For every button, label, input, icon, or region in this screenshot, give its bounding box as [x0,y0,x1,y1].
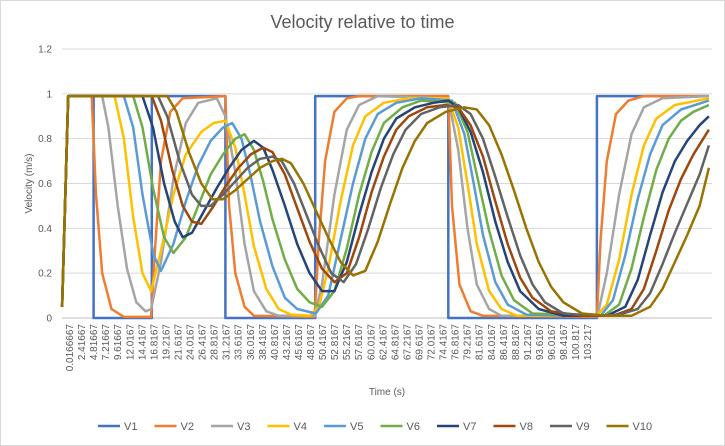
x-tick-label: 12.0167 [125,324,136,361]
x-tick-label: 96.0167 [547,324,558,361]
series-line-v7 [60,94,710,318]
x-tick-label: 57.6167 [354,324,365,361]
x-tick-label: 86.4167 [499,324,510,361]
y-tick-label: 0 [46,314,52,325]
legend-label: V7 [463,421,476,433]
x-tick-label: 31.2167 [222,324,233,361]
x-tick-label: 21.6167 [173,324,184,361]
legend: V1 V2 V3 V4 V5 V6 V7 V8 V9 V10 [98,421,652,433]
legend-label: V9 [576,421,589,433]
x-tick-label: 7.21667 [101,324,112,361]
x-tick-labels: 0.0166667 2.41667 4.81667 7.21667 9.61667 12.… [65,324,594,372]
x-tick-label: 40.8167 [270,324,281,361]
x-axis-title: Time (s) [369,387,405,398]
x-tick-label: 88.8167 [511,324,522,361]
x-tick-label: 36.0167 [246,324,257,361]
x-tick-label: 28.8167 [210,324,221,361]
y-tick-label: 0.6 [38,179,52,190]
y-axis-title: Velocity (m/s) [24,153,35,213]
legend-label: V5 [350,421,363,433]
x-tick-label: 4.81667 [89,324,100,361]
x-tick-label: 38.4167 [258,324,269,361]
x-tick-label: 50.4167 [318,324,329,361]
x-tick-label: 103.217 [583,324,594,361]
series-line-v4 [60,94,710,318]
x-tick-label: 64.8167 [390,324,401,361]
x-tick-label: 19.2167 [161,324,172,361]
x-tick-label: 48.0167 [306,324,317,361]
x-tick-label: 52.8167 [330,324,341,361]
x-tick-label: 16.8167 [149,324,160,361]
x-tick-label: 81.6167 [475,324,486,361]
x-tick-label: 26.4167 [198,324,209,361]
legend-label: V2 [181,421,194,433]
x-tick-label: 76.8167 [451,324,462,361]
x-tick-label: 100.817 [571,324,582,361]
x-tick-label: 69.6167 [414,324,425,361]
x-tick-label: 74.4167 [439,324,450,361]
x-tick-label: 33.6167 [234,324,245,361]
x-tick-label: 45.6167 [294,324,305,361]
legend-label: V3 [237,421,250,433]
y-tick-label: 0.2 [38,269,52,280]
x-tick-label: 93.6167 [535,324,546,361]
x-tick-label: 24.0167 [186,324,197,361]
series-line-v6 [60,94,710,318]
legend-label: V6 [407,421,420,433]
y-tick-label: 0.8 [38,134,52,145]
legend-label: V8 [520,421,533,433]
y-tick-label: 0.4 [38,224,52,235]
x-tick-label: 72.0167 [427,324,438,361]
y-tick-labels: 0 0.2 0.4 0.6 0.8 1 1.2 [38,45,52,325]
x-tick-label: 98.4167 [559,324,570,361]
series-line-v1 [60,94,709,320]
y-tick-label: 1 [46,89,52,100]
x-tick-label: 55.2167 [342,324,353,361]
x-tick-label: 84.0167 [487,324,498,361]
x-tick-label: 91.2167 [523,324,534,361]
x-tick-label: 60.0167 [366,324,377,361]
x-tick-label: 0.0166667 [65,324,76,372]
legend-label: V10 [633,421,653,433]
legend-label: V1 [124,421,137,433]
x-tick-label: 14.4167 [137,324,148,361]
x-tick-label: 9.61667 [113,324,124,361]
y-tick-label: 1.2 [38,45,52,56]
x-tick-label: 43.2167 [282,324,293,361]
series-lines [60,94,711,320]
gridlines [62,48,712,319]
legend-label: V4 [294,421,307,433]
x-tick-label: 67.2167 [402,324,413,361]
series-line-v10 [60,94,711,318]
x-tick-label: 62.4167 [378,324,389,361]
x-tick-label: 79.2167 [463,324,474,361]
chart-title: Velocity relative to time [270,12,455,32]
x-tick-label: 2.41667 [77,324,88,361]
